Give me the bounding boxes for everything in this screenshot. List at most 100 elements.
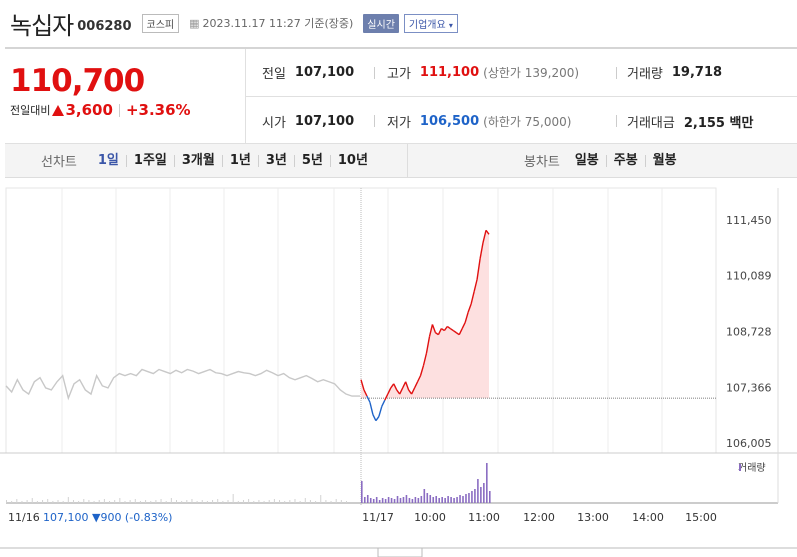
volume-bar [36, 501, 38, 503]
tab-3y[interactable]: 3년 [259, 154, 295, 167]
volume-bar [405, 495, 408, 503]
volume-bar [145, 500, 147, 503]
volume-bar [16, 499, 18, 503]
chart-grid [0, 187, 797, 549]
stock-header: 녹십자 006280 코스피 ▦ 2023.11.17 11:27 기준(장중)… [0, 0, 797, 46]
tab-weekly[interactable]: 주봉 [607, 154, 646, 167]
volume-bar [369, 498, 372, 503]
tab-1y[interactable]: 1년 [223, 154, 259, 167]
today-line-segment [428, 324, 434, 337]
today-line-segment [422, 352, 428, 366]
x-tick-label: 15:00 [685, 511, 717, 524]
volume-bar [263, 501, 265, 503]
volume-bar [57, 500, 59, 503]
prev-close-value: 107,100 [294, 65, 355, 80]
quote-row: 시가 107,100 저가 106,500 (하한가 75,000) 거래대금 … [246, 97, 797, 145]
prev-day-line [5, 368, 360, 401]
today-line-segment [375, 416, 380, 422]
high-label: 고가 [387, 67, 411, 82]
volume-bar [396, 496, 399, 503]
today-line-segment [366, 395, 371, 403]
volume-bar [468, 493, 470, 503]
tab-10y[interactable]: 10년 [337, 152, 368, 168]
tab-daily[interactable]: 일봉 [568, 154, 607, 167]
volume-bar [477, 479, 479, 503]
open-cell: 시가 107,100 [262, 112, 354, 131]
volume-bar [375, 497, 378, 503]
volume-bar [474, 489, 476, 503]
scroll-handle[interactable] [377, 547, 423, 557]
calendar-icon: ▦ [189, 16, 200, 30]
volume-bar [98, 500, 100, 503]
volume-bar [330, 501, 332, 503]
divider [374, 115, 375, 127]
volume-bar [242, 500, 244, 503]
volume-bar [93, 501, 95, 503]
today-line-segment [384, 393, 389, 401]
volume-bar [279, 500, 281, 503]
tab-1w[interactable]: 1주일 [127, 154, 175, 167]
tab-3m[interactable]: 3개월 [175, 154, 223, 167]
volume-bar [294, 499, 296, 503]
volume-bar [21, 501, 23, 503]
today-line-segment [408, 389, 413, 395]
volume-bar [88, 500, 90, 503]
today-line-segment [476, 258, 481, 280]
volume-bar [414, 497, 417, 503]
today-line-segment [396, 389, 401, 395]
volume-label: 거래량 [627, 67, 663, 82]
change-value: 3,600 [65, 101, 113, 119]
today-line-segment [419, 365, 425, 376]
up-triangle-icon [52, 104, 65, 116]
volume-bar [480, 487, 482, 503]
volume-bar [399, 498, 402, 503]
volume-bar [129, 500, 131, 503]
volume-bar [453, 498, 455, 503]
volume-bar [222, 501, 224, 503]
today-line-segment [482, 230, 487, 243]
volume-bar [196, 501, 198, 503]
market-badge: 코스피 [141, 13, 180, 33]
today-line-segment [446, 325, 451, 330]
today-line [360, 229, 490, 422]
volume-bar [248, 499, 250, 503]
tab-monthly[interactable]: 월봉 [652, 152, 677, 168]
volume-bar [47, 499, 49, 503]
x-tick-label: 10:00 [414, 511, 446, 524]
x-axis-labels: 11/17 10:00 11:00 12:00 13:00 14:00 15:00 [362, 511, 717, 524]
today-line-segment [425, 336, 431, 354]
current-price: 110,700 [10, 63, 145, 99]
line-chart-label: 선차트 [41, 155, 77, 170]
volume-bar [309, 500, 311, 503]
open-label: 시가 [262, 115, 286, 131]
volume-legend-swatch [739, 464, 741, 471]
upper-limit: (상한가 139,200) [483, 66, 580, 80]
low-value: 106,500 [419, 113, 480, 129]
amount-cell: 거래대금 2,155 백만 [627, 112, 753, 131]
volume-bar [31, 498, 33, 503]
today-line-segment [378, 406, 383, 417]
today-line-segment [410, 387, 416, 395]
y-tick-label: 111,450 [726, 214, 772, 227]
volume-bar [471, 491, 473, 503]
tab-1d[interactable]: 1일 [91, 154, 127, 167]
prev-day-info: 107,100 ▼900 (-0.83%) [43, 511, 172, 524]
x-tick-label: 14:00 [632, 511, 664, 524]
price-summary: 110,700 전일대비 3,600 +3.36% 전일 107,100 고가 … [5, 47, 797, 144]
volume-bar [462, 496, 464, 503]
volume-bar [450, 497, 452, 503]
low-cell: 저가 106,500 (하한가 75,000) [387, 112, 571, 131]
tab-5y[interactable]: 5년 [295, 154, 331, 167]
volume-bar [387, 497, 390, 503]
realtime-button[interactable]: 실시간 [363, 13, 399, 33]
volume-bar [435, 496, 438, 503]
company-overview-button[interactable]: 기업개요 ▾ [403, 13, 458, 33]
high-value: 111,100 [419, 65, 480, 80]
volume-cell: 거래량 19,718 [627, 63, 722, 82]
change-percent: +3.36% [125, 101, 191, 119]
volume-legend: 거래량 [738, 462, 766, 474]
volume-bar [299, 501, 301, 503]
today-line-segment [390, 383, 395, 389]
today-line-segment [452, 330, 457, 334]
